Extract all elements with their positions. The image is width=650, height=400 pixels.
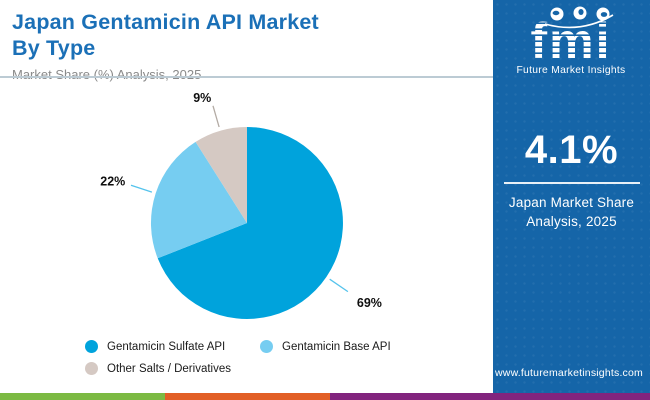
- brand-wordmark: fmi: [531, 13, 612, 69]
- brand-tagline: Future Market Insights: [516, 65, 625, 76]
- chart-legend: Gentamicin Sulfate API Gentamicin Base AP…: [85, 340, 485, 375]
- pie-leader-line: [329, 278, 349, 293]
- footer-stripe-segment: [0, 393, 165, 400]
- fmi-logo: fmi Future Market Insights: [516, 6, 625, 76]
- logo-globe-icons: [550, 6, 610, 21]
- pie-slice: [150, 141, 247, 259]
- header-divider: [0, 76, 493, 78]
- page-title-line1: Japan Gentamicin API Market: [12, 10, 319, 34]
- page-title-line2: By Type: [12, 36, 96, 60]
- stat-caption-line1: Japan Market Share: [508, 195, 635, 210]
- legend-swatch: [85, 340, 98, 353]
- pie-slice-label: 9%: [193, 91, 211, 105]
- legend-item: Gentamicin Base API: [260, 340, 460, 353]
- pie-leader-line: [212, 105, 220, 128]
- brand-sidebar: fmi Future Market Insights 4.1% Japan Ma…: [493, 0, 650, 393]
- stat-block: 4.1% Japan Market Share Analysis, 2025: [493, 128, 650, 231]
- pie-leader-line: [130, 184, 153, 193]
- pie-slice-label: 22%: [100, 174, 125, 188]
- legend-swatch: [85, 362, 98, 375]
- stat-caption-line2: Analysis, 2025: [526, 214, 617, 229]
- website-link[interactable]: www.futuremarketinsights.com: [495, 367, 643, 379]
- legend-swatch: [260, 340, 273, 353]
- legend-label: Gentamicin Sulfate API: [107, 340, 226, 353]
- footer-stripe-segment: [330, 393, 650, 400]
- legend-label: Gentamicin Base API: [282, 340, 391, 353]
- header: Japan Gentamicin API Market By Type Mark…: [12, 9, 482, 82]
- legend-label: Other Salts / Derivatives: [107, 362, 231, 375]
- pie-slice-label: 69%: [357, 296, 382, 310]
- legend-item: Gentamicin Sulfate API: [85, 340, 260, 353]
- legend-item: Other Salts / Derivatives: [85, 362, 260, 375]
- footer-stripe: [0, 393, 650, 400]
- footer-stripe-segment: [165, 393, 330, 400]
- pie-slice: [195, 127, 247, 223]
- stat-divider: [503, 182, 640, 184]
- page-subtitle: Market Share (%) Analysis, 2025: [12, 67, 202, 82]
- stat-value: 4.1%: [524, 128, 619, 172]
- pie-chart: 69% 22% 9%: [100, 91, 382, 319]
- pie-slice: [157, 127, 343, 319]
